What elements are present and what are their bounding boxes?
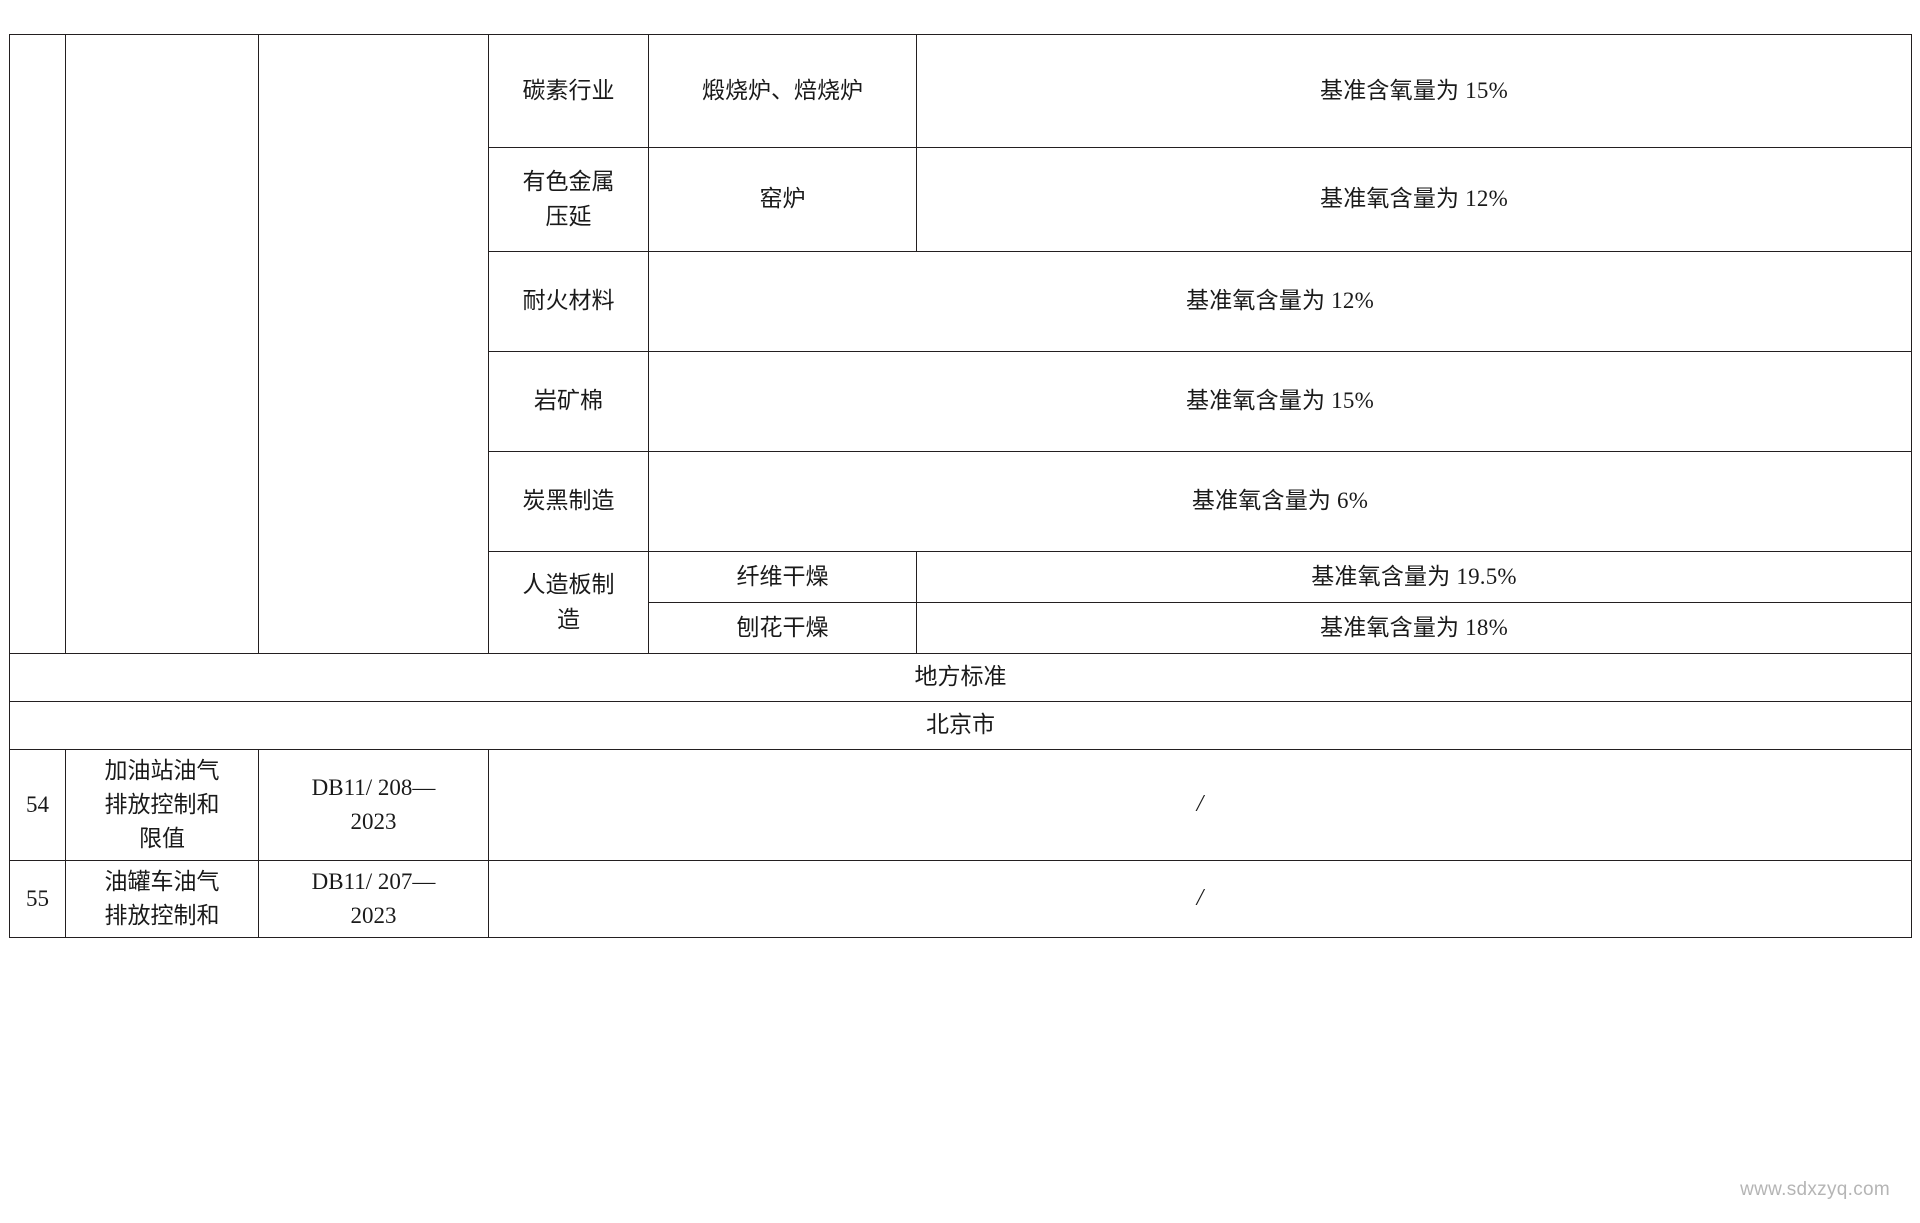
- cell-standard-name: 加油站油气 排放控制和 限值: [65, 748, 259, 862]
- industry-line-1: 有色金属: [522, 169, 615, 195]
- section-header-cell: 地方标准: [9, 653, 1912, 702]
- cell-device: 窑炉: [648, 147, 917, 252]
- cell-value: 基准氧含量为 18%: [916, 602, 1912, 654]
- cell-value: 基准氧含量为 6%: [648, 451, 1912, 552]
- section-header-cell: 北京市: [9, 701, 1912, 750]
- table-row: 人造板制 造 纤维干燥 基准氧含量为 19.5%: [10, 551, 1912, 654]
- name-line-1: 油罐车油气: [104, 869, 220, 895]
- cell-device: 纤维干燥: [648, 551, 917, 603]
- table-row: 炭黑制造 基准氧含量为 6%: [10, 451, 1912, 552]
- industry-line-2: 压延: [545, 203, 592, 229]
- industry-line-2: 造: [557, 606, 580, 632]
- name-line-1: 加油站油气: [104, 758, 220, 783]
- cell-industry: 碳素行业: [488, 34, 649, 148]
- cell-value: /: [488, 860, 1912, 939]
- standards-table: 碳素行业 煅烧炉、焙烧炉 基准含氧量为 15% 有色金属 压延: [9, 34, 1912, 939]
- cell-industry: 人造板制 造: [488, 551, 649, 654]
- watermark: www.sdxzyq.com: [1740, 1179, 1890, 1200]
- code-line-1: DB11/ 207—: [311, 869, 436, 895]
- cell-index: 54: [9, 748, 66, 862]
- code-line-2: 2023: [350, 809, 397, 835]
- name-line-2: 排放控制和: [104, 903, 220, 929]
- cell-index: 55: [9, 860, 66, 939]
- table-row: 有色金属 压延 窑炉 基准氧含量为 12%: [10, 147, 1912, 252]
- table-row: 耐火材料 基准氧含量为 12%: [10, 251, 1912, 352]
- cell-value: 基准含氧量为 15%: [916, 34, 1912, 148]
- cell-industry: 炭黑制造: [488, 451, 649, 552]
- cell-industry: 岩矿棉: [488, 351, 649, 452]
- cell-device: 刨花干燥: [648, 602, 917, 654]
- table-row: 55 油罐车油气 排放控制和 DB11/ 207— 2023 /: [9, 860, 1912, 939]
- cell-code-continued: [258, 34, 489, 654]
- table-row: 54 加油站油气 排放控制和 限值 DB11/ 208— 2023: [9, 748, 1912, 862]
- industry-line-1: 人造板制: [522, 572, 615, 598]
- code-line-2: 2023: [350, 903, 397, 929]
- name-line-3: 限值: [139, 826, 185, 852]
- cell-index-continued: [9, 34, 66, 654]
- cell-industry: 有色金属 压延: [488, 147, 649, 252]
- table-row: 碳素行业 煅烧炉、焙烧炉 基准含氧量为 15%: [9, 34, 1912, 654]
- cell-standard-name: 油罐车油气 排放控制和: [65, 860, 259, 939]
- cell-standard-code: DB11/ 207— 2023: [258, 860, 489, 939]
- cell-name-continued: [65, 34, 259, 654]
- table-row: 刨花干燥 基准氧含量为 18%: [10, 602, 1912, 654]
- cell-standard-code: DB11/ 208— 2023: [258, 748, 489, 862]
- cell-value: /: [488, 748, 1912, 862]
- table-row: 岩矿棉 基准氧含量为 15%: [10, 351, 1912, 452]
- code-line-1: DB11/ 208—: [311, 775, 436, 801]
- cell-value: 基准氧含量为 15%: [648, 351, 1912, 452]
- cell-device: 煅烧炉、焙烧炉: [648, 34, 917, 148]
- cell-value: 基准氧含量为 12%: [916, 147, 1912, 252]
- name-line-2: 排放控制和: [104, 792, 220, 818]
- cell-industry: 耐火材料: [488, 251, 649, 352]
- section-header-row: 地方标准: [9, 653, 1912, 702]
- cell-value: 基准氧含量为 12%: [648, 251, 1912, 352]
- cell-value: 基准氧含量为 19.5%: [916, 551, 1912, 603]
- section-header-row: 北京市: [9, 701, 1912, 750]
